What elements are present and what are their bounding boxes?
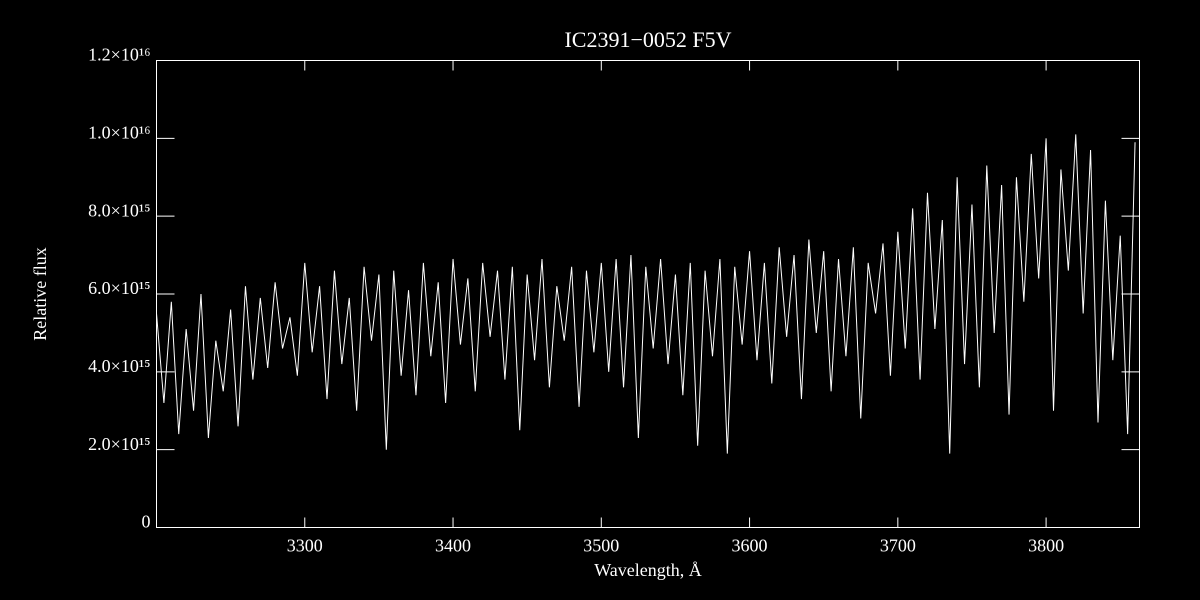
x-tick-label: 3700	[880, 536, 916, 556]
y-tick-label: 2.0×10¹⁵	[88, 434, 150, 454]
x-tick-label: 3300	[287, 536, 323, 556]
y-tick-label: 8.0×10¹⁵	[88, 200, 150, 220]
x-tick-label: 3400	[435, 536, 471, 556]
y-tick-label: 6.0×10¹⁵	[88, 278, 150, 298]
y-tick-label: 1.2×10¹⁶	[88, 45, 150, 65]
x-axis-label: Wavelength, Å	[594, 560, 702, 580]
chart-title: IC2391−0052 F5V	[564, 27, 731, 52]
x-tick-label: 3600	[732, 536, 768, 556]
x-tick-label: 3800	[1028, 536, 1064, 556]
x-tick-label: 3500	[583, 536, 619, 556]
spectrum-line	[156, 134, 1136, 454]
y-tick-label: 4.0×10¹⁵	[88, 356, 150, 376]
y-axis-label: Relative flux	[30, 247, 50, 340]
y-tick-label: 0	[142, 512, 151, 532]
y-tick-label: 1.0×10¹⁶	[88, 122, 150, 142]
